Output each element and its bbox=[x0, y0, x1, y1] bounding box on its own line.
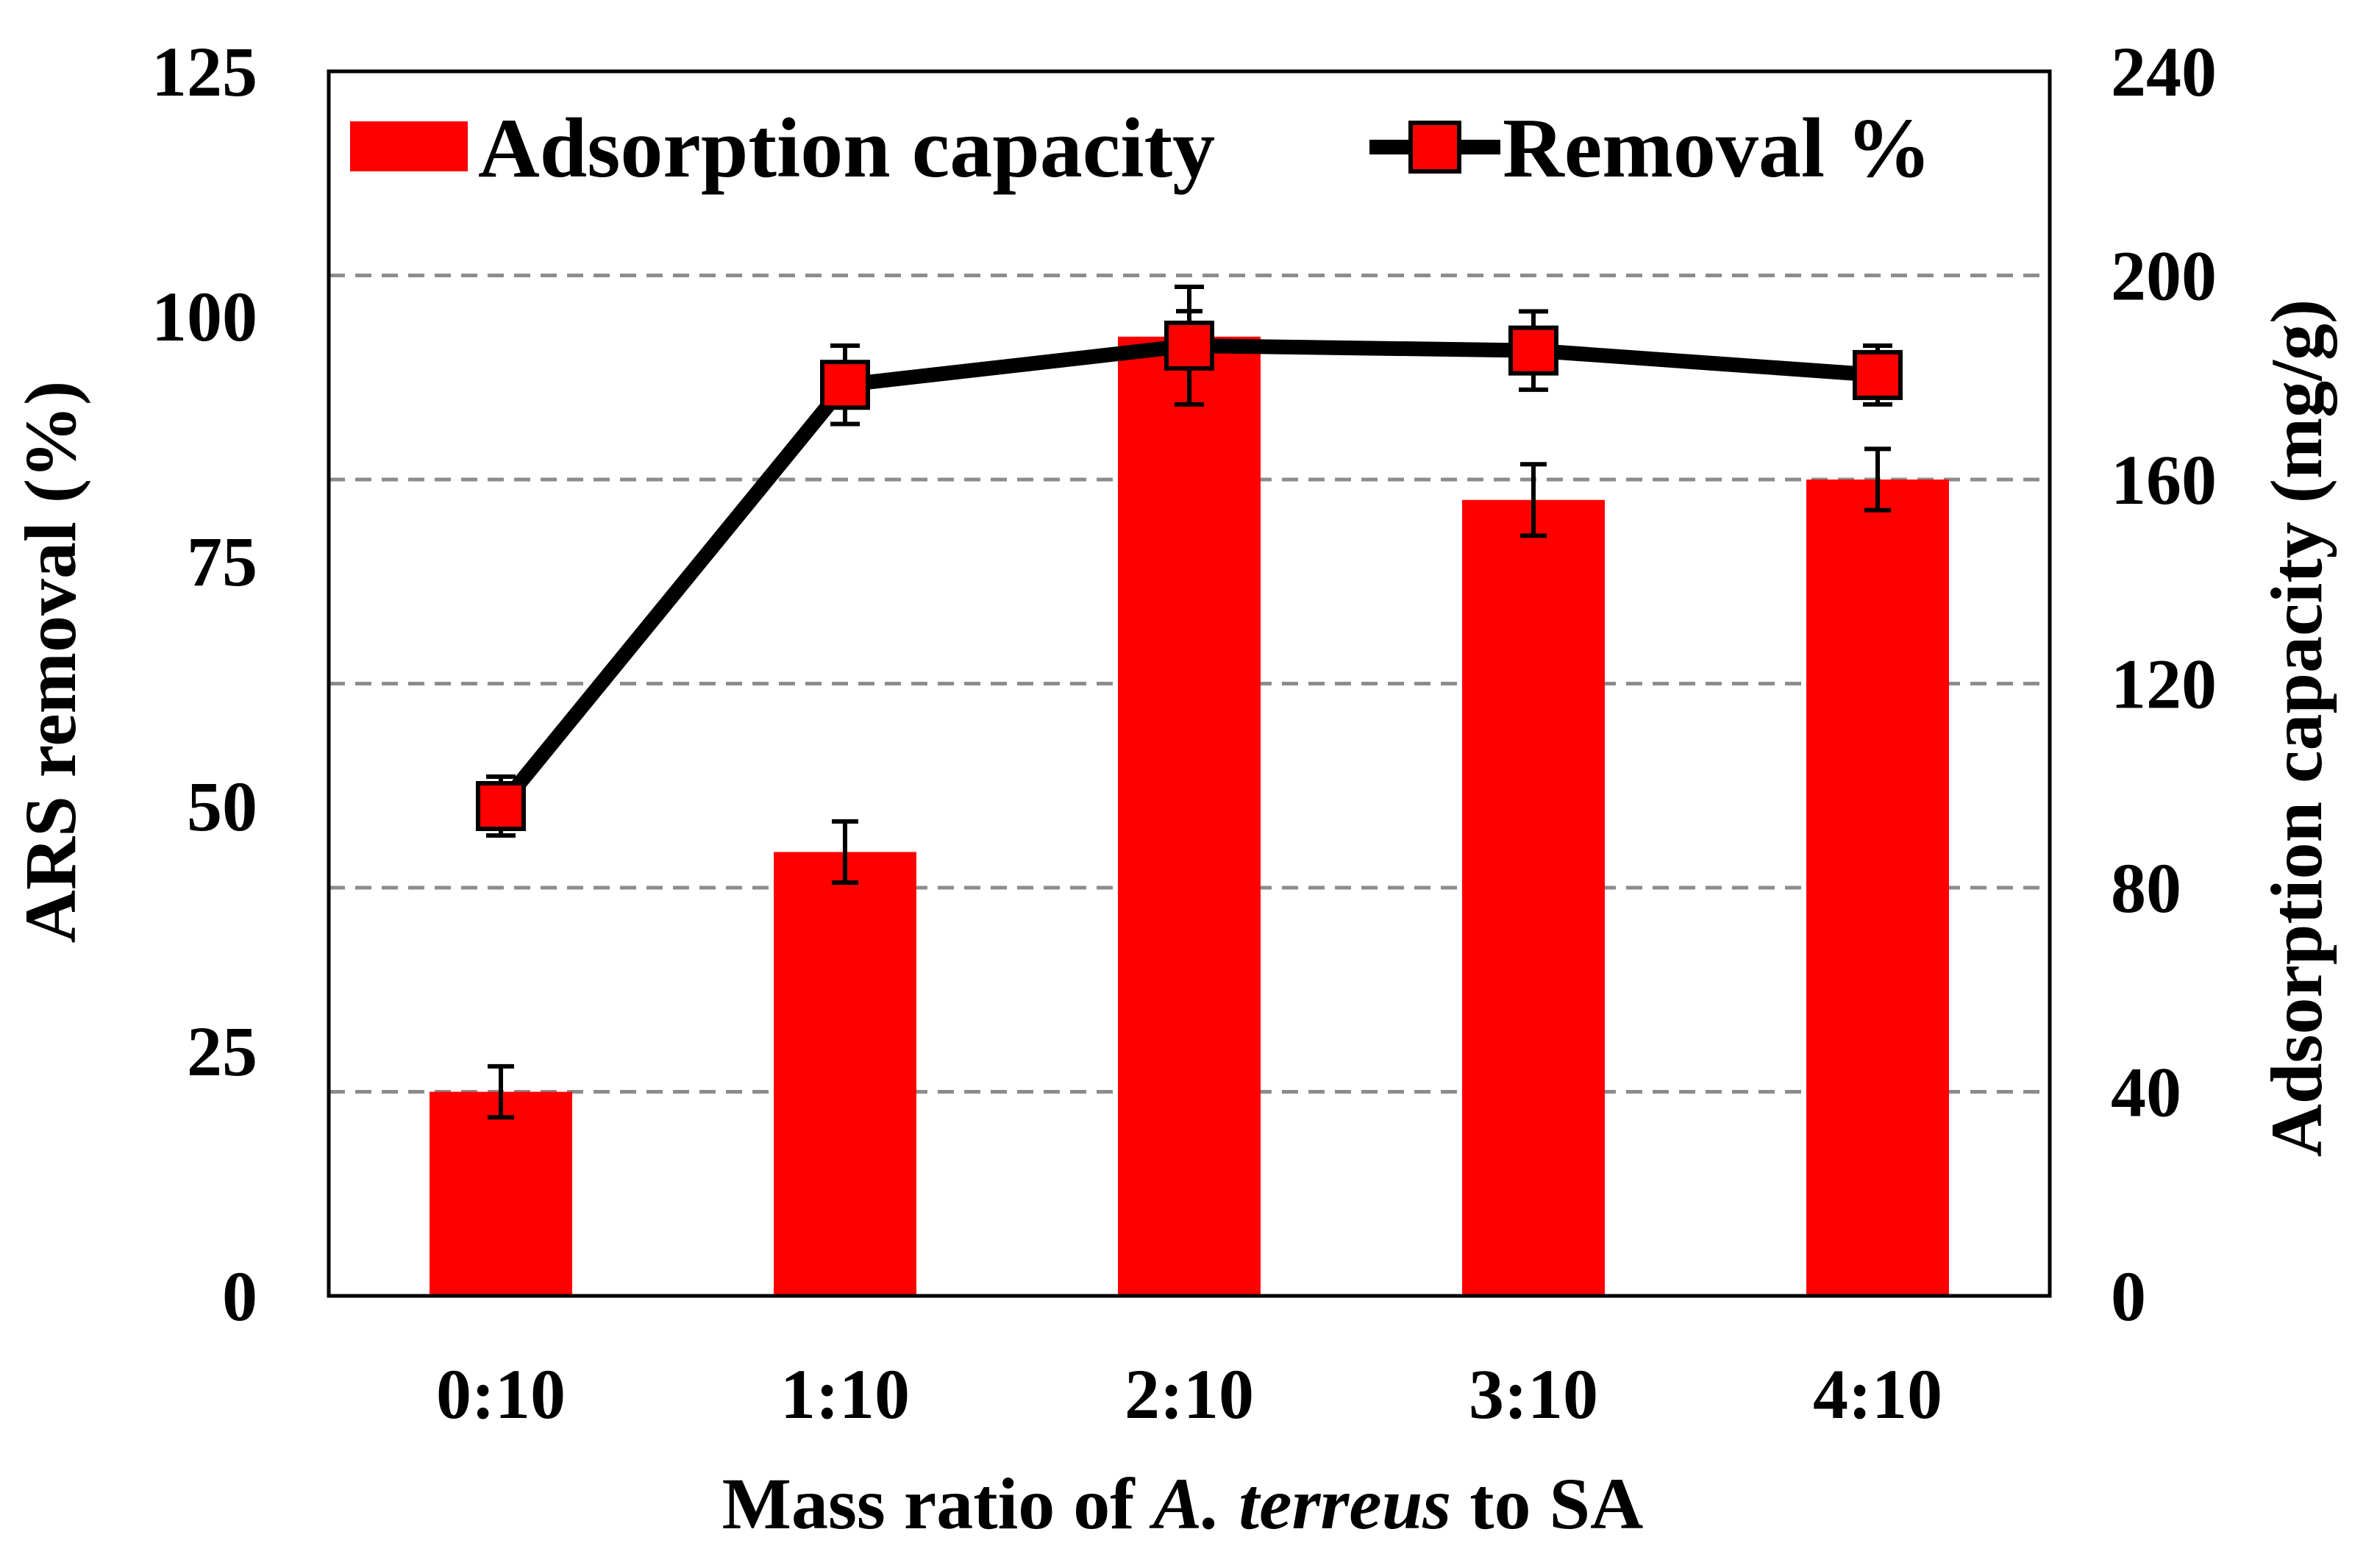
removal-marker bbox=[820, 360, 870, 410]
plot-frame bbox=[327, 69, 2052, 1298]
legend-label-removal: Removal % bbox=[1503, 101, 1931, 196]
y-right-tick-label: 200 bbox=[2111, 237, 2217, 316]
y-left-tick-label: 0 bbox=[222, 1257, 257, 1336]
y-right-tick-label: 160 bbox=[2111, 441, 2217, 519]
y-axis-left-title: ARS removal (%) bbox=[10, 381, 91, 944]
axis-titles: ARS removal (%) Adsorption capacity (mg/… bbox=[10, 299, 2337, 1544]
removal-line bbox=[476, 285, 1903, 838]
y-left-tick-label: 100 bbox=[152, 277, 257, 356]
removal-marker bbox=[1853, 349, 1903, 400]
y-right-tick-label: 0 bbox=[2111, 1257, 2146, 1336]
y-axis-right-title: Adsorption capacity (mg/g) bbox=[2256, 299, 2337, 1158]
y-right-tick-label: 120 bbox=[2111, 645, 2217, 724]
x-axis-title: Mass ratio of A. terreus to SA bbox=[722, 1463, 1644, 1544]
x-tick-label: 2:10 bbox=[1125, 1355, 1254, 1433]
y-left-tick-label: 75 bbox=[187, 522, 257, 601]
y-right-tick-label: 80 bbox=[2111, 849, 2181, 927]
legend-marker-removal bbox=[1408, 121, 1461, 174]
y-left-tick-label: 125 bbox=[152, 32, 257, 111]
bar bbox=[430, 1091, 572, 1296]
x-tick-label: 4:10 bbox=[1813, 1355, 1942, 1433]
bar bbox=[774, 852, 916, 1296]
x-axis-title-prefix: Mass ratio of bbox=[722, 1463, 1153, 1544]
bars bbox=[430, 336, 1949, 1296]
legend-label-adsorption-capacity: Adsorption capacity bbox=[478, 101, 1215, 196]
legend-swatch-adsorption-capacity bbox=[350, 121, 468, 171]
removal-marker bbox=[1164, 320, 1214, 371]
y-left-tick-label: 25 bbox=[187, 1012, 257, 1091]
x-axis-title-suffix: to SA bbox=[1451, 1463, 1643, 1544]
removal-marker bbox=[1508, 325, 1558, 376]
y-right-tick-label: 240 bbox=[2111, 32, 2217, 111]
tick-labels: 0 25 50 75 100 125 0 40 80 120 160 200 240 0:10 1:10 2:… bbox=[152, 32, 2217, 1433]
x-tick-label: 1:10 bbox=[780, 1355, 910, 1433]
y-right-tick-label: 40 bbox=[2111, 1053, 2181, 1132]
bar bbox=[1462, 499, 1605, 1296]
legend: Adsorption capacity Removal % bbox=[350, 101, 1931, 196]
x-tick-label: 0:10 bbox=[436, 1355, 566, 1433]
bar bbox=[1118, 336, 1261, 1296]
plot-border bbox=[327, 69, 2052, 1298]
y-left-tick-label: 50 bbox=[187, 767, 257, 846]
bar bbox=[1806, 480, 1949, 1296]
removal-marker bbox=[476, 781, 526, 831]
x-tick-label: 3:10 bbox=[1469, 1355, 1598, 1433]
x-axis-title-species: A. terreus bbox=[1149, 1463, 1452, 1544]
